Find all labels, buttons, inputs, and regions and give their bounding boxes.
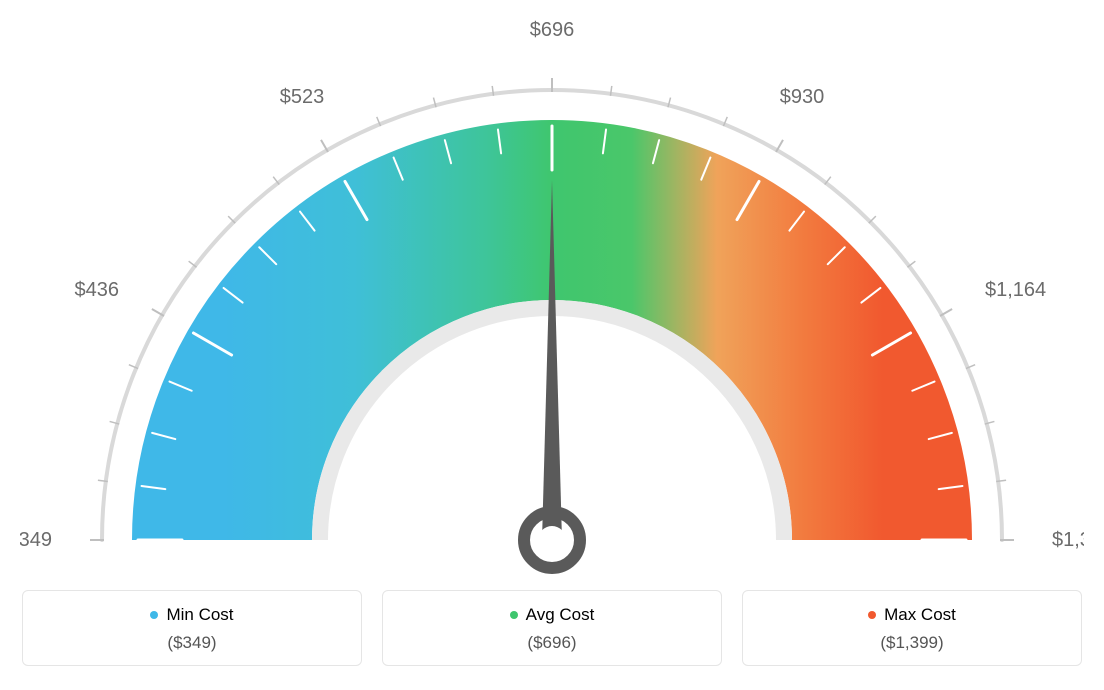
dot-icon [150,611,158,619]
legend-label-avg: Avg Cost [526,605,595,625]
gauge-tick-label: $1,399 [1052,529,1084,551]
dot-icon [868,611,876,619]
gauge-tick-label: $523 [280,86,325,108]
legend-card-min: Min Cost ($349) [22,590,362,666]
gauge-tick-label: $349 [20,529,52,551]
gauge-tick-label: $1,164 [985,279,1046,301]
legend-value-avg: ($696) [393,633,711,653]
legend-card-max: Max Cost ($1,399) [742,590,1082,666]
legend-title-min: Min Cost [150,605,233,625]
legend-card-avg: Avg Cost ($696) [382,590,722,666]
dot-icon [510,611,518,619]
cost-gauge-chart: $349 $436 $523 $696 $930 $1,164 $1,399 [20,20,1084,580]
legend-row: Min Cost ($349) Avg Cost ($696) Max Cost… [20,590,1084,666]
legend-title-max: Max Cost [868,605,956,625]
gauge-tick-label: $696 [530,20,575,41]
legend-label-min: Min Cost [166,605,233,625]
gauge-svg: $349 $436 $523 $696 $930 $1,164 $1,399 [20,20,1084,580]
gauge-tick-label: $436 [74,279,119,301]
legend-value-max: ($1,399) [753,633,1071,653]
legend-title-avg: Avg Cost [510,605,595,625]
legend-label-max: Max Cost [884,605,956,625]
legend-value-min: ($349) [33,633,351,653]
gauge-tick-label: $930 [780,86,825,108]
